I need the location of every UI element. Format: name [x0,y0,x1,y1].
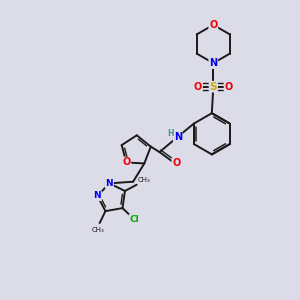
Text: Cl: Cl [129,215,139,224]
Text: O: O [172,158,180,168]
Text: N: N [174,132,182,142]
Text: S: S [210,82,217,92]
Text: N: N [94,191,101,200]
Text: N: N [209,58,218,68]
Text: O: O [224,82,233,92]
Text: CH₃: CH₃ [92,226,105,232]
Text: N: N [106,179,113,188]
Text: O: O [194,82,202,92]
Text: CH₃: CH₃ [138,177,151,183]
Text: H: H [167,129,174,138]
Text: O: O [122,158,130,167]
Text: O: O [209,20,218,30]
